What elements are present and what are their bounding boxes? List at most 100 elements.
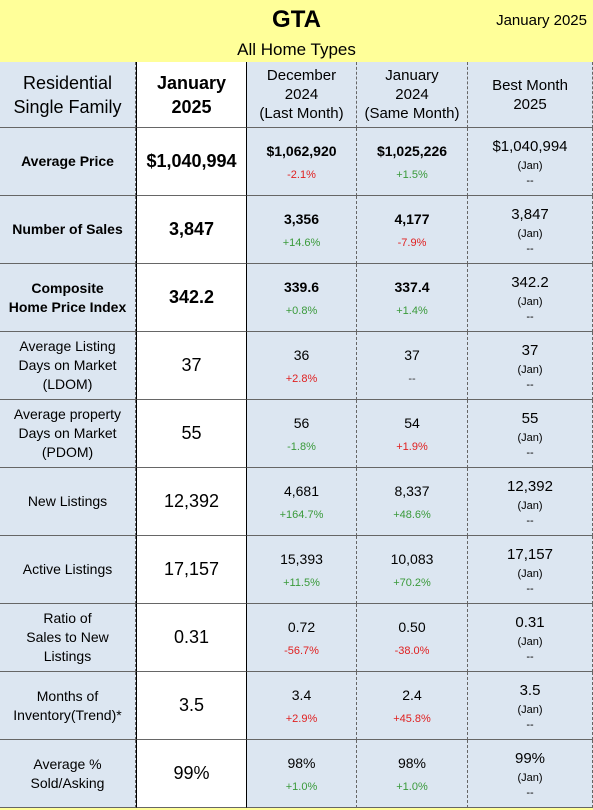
best-note: -- [526, 378, 534, 391]
same-month: 54 +1.9% [357, 400, 468, 468]
current-value: 342.2 [136, 264, 247, 332]
column-header: Residential Single Family [0, 62, 136, 128]
row-label: Ratio of Sales to New Listings [0, 604, 136, 672]
best-month: 12,392 (Jan) -- [468, 468, 593, 536]
compare-value: 3,356 [283, 210, 320, 227]
same-month: 8,337 +48.6% [357, 468, 468, 536]
row-label: Average property Days on Market (PDOM) [0, 400, 136, 468]
best-value: 99% [514, 749, 546, 767]
compare-value: 37 [404, 346, 420, 363]
compare-value: 2.4 [402, 686, 422, 703]
last-month: 36 +2.8% [247, 332, 357, 400]
compare-value: 4,681 [283, 482, 320, 499]
same-month: $1,025,226 +1.5% [357, 128, 468, 196]
row-label-text: Number of Sales [12, 221, 123, 237]
compare-value: $1,062,920 [266, 142, 337, 159]
current-value-text: 3.5 [178, 695, 205, 715]
column-header: January 2025 [136, 62, 247, 128]
row-label-text: Average Listing Days on Market (LDOM) [18, 338, 117, 392]
compare-change: -56.7% [284, 644, 319, 657]
same-month: 98% +1.0% [357, 740, 468, 808]
current-value-text: 99% [173, 763, 210, 783]
compare-value: 339.6 [283, 278, 320, 295]
column-header: January 2024 (Same Month) [357, 62, 468, 128]
compare-change: +70.2% [393, 576, 431, 589]
table: Residential Single Family January 2025 Dec… [0, 62, 593, 810]
best-month: 0.31 (Jan) -- [468, 604, 593, 672]
compare-value: 3.4 [291, 686, 312, 703]
row-label-text: Months of Inventory(Trend)* [13, 687, 122, 723]
row-label-text: Active Listings [22, 561, 113, 577]
compare-change: +1.9% [396, 440, 428, 453]
compare-value: 54 [404, 414, 420, 431]
current-value: $1,040,994 [136, 128, 247, 196]
compare-value: 36 [293, 346, 310, 363]
best-month: 3,847 (Jan) -- [468, 196, 593, 264]
title: GTA [272, 6, 321, 33]
row-label: Average Price [0, 128, 136, 196]
current-value: 3,847 [136, 196, 247, 264]
best-value: 17,157 [507, 545, 553, 563]
compare-value: 0.72 [287, 618, 316, 635]
current-value-text: 3,847 [168, 219, 215, 239]
current-value: 17,157 [136, 536, 247, 604]
best-note: -- [526, 310, 534, 323]
compare-value: 15,393 [280, 550, 323, 567]
row-label: Number of Sales [0, 196, 136, 264]
best-value: 3.5 [519, 681, 541, 699]
same-month: 337.4 +1.4% [357, 264, 468, 332]
best-month: $1,040,994 (Jan) -- [468, 128, 593, 196]
last-month: 3,356 +14.6% [247, 196, 357, 264]
best-month-label: (Jan) [517, 499, 543, 512]
compare-value: 4,177 [394, 210, 430, 227]
compare-value: 98% [397, 754, 427, 771]
best-note: -- [526, 650, 534, 663]
best-value: 55 [521, 409, 539, 427]
best-month-label: (Jan) [517, 771, 543, 784]
current-value: 0.31 [136, 604, 247, 672]
column-header-text: Residential Single Family [13, 72, 122, 117]
last-month: 56 -1.8% [247, 400, 357, 468]
last-month: 4,681 +164.7% [247, 468, 357, 536]
best-note: -- [526, 446, 534, 459]
best-month-label: (Jan) [517, 567, 543, 580]
last-month: 0.72 -56.7% [247, 604, 357, 672]
column-header-text: Best Month 2025 [492, 76, 568, 113]
same-month: 2.4 +45.8% [357, 672, 468, 740]
row-label-text: Average property Days on Market (PDOM) [13, 406, 122, 460]
best-note: -- [526, 718, 534, 731]
date: January 2025 [496, 12, 587, 29]
compare-change: -7.9% [397, 236, 427, 249]
best-month: 342.2 (Jan) -- [468, 264, 593, 332]
current-value-text: $1,040,994 [146, 151, 237, 171]
best-note: -- [526, 582, 534, 595]
best-month: 17,157 (Jan) -- [468, 536, 593, 604]
best-value: 12,392 [507, 477, 553, 495]
best-month-label: (Jan) [517, 363, 543, 376]
compare-change: +2.9% [285, 712, 318, 725]
row-label: Active Listings [0, 536, 136, 604]
row-label-text: Average % Sold/Asking [30, 755, 105, 791]
subtitle: All Home Types [237, 40, 356, 59]
row-label-text: Composite Home Price Index [8, 279, 127, 315]
best-month-label: (Jan) [517, 635, 543, 648]
compare-change: +2.8% [285, 372, 318, 385]
current-value-text: 342.2 [168, 287, 215, 307]
best-month: 37 (Jan) -- [468, 332, 593, 400]
best-month-label: (Jan) [517, 227, 543, 240]
best-month-label: (Jan) [517, 703, 543, 716]
column-header: December 2024 (Last Month) [247, 62, 357, 128]
best-month: 55 (Jan) -- [468, 400, 593, 468]
row-label: Months of Inventory(Trend)* [0, 672, 136, 740]
column-header-text: January 2024 (Same Month) [364, 67, 460, 122]
compare-change: +45.8% [393, 712, 431, 725]
current-value-text: 12,392 [163, 491, 220, 511]
compare-change: +11.5% [283, 576, 320, 589]
row-label-text: New Listings [27, 493, 108, 509]
last-month: $1,062,920 -2.1% [247, 128, 357, 196]
row-label: Composite Home Price Index [0, 264, 136, 332]
same-month: 0.50 -38.0% [357, 604, 468, 672]
column-header-text: January 2025 [156, 72, 227, 117]
last-month: 15,393 +11.5% [247, 536, 357, 604]
